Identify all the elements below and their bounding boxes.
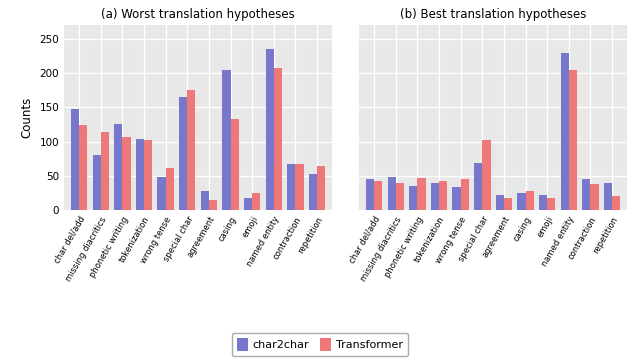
Bar	[79, 125, 87, 210]
Bar	[496, 195, 504, 210]
Bar	[525, 191, 534, 210]
Bar	[417, 178, 426, 210]
Y-axis label: Counts: Counts	[21, 97, 34, 138]
Bar	[409, 186, 417, 210]
Bar	[157, 177, 166, 210]
Bar	[209, 200, 217, 210]
Bar	[188, 90, 195, 210]
Bar	[166, 168, 174, 210]
Bar	[604, 182, 612, 210]
Bar	[504, 198, 512, 210]
Bar	[431, 182, 439, 210]
Bar	[317, 165, 325, 210]
Bar	[71, 109, 79, 210]
Bar	[122, 138, 131, 210]
Bar	[582, 179, 591, 210]
Bar	[266, 49, 274, 210]
Bar	[561, 53, 569, 210]
Bar	[201, 191, 209, 210]
Bar	[179, 97, 188, 210]
Bar	[517, 193, 525, 210]
Bar	[483, 139, 490, 210]
Bar	[539, 195, 547, 210]
Bar	[287, 164, 296, 210]
Bar	[388, 177, 396, 210]
Bar	[244, 198, 252, 210]
Bar	[547, 198, 556, 210]
Bar	[100, 132, 109, 210]
Legend: char2char, Transformer: char2char, Transformer	[232, 333, 408, 357]
Bar	[309, 174, 317, 210]
Bar	[230, 119, 239, 210]
Bar	[374, 181, 382, 210]
Bar	[474, 164, 483, 210]
Title: (a) Worst translation hypotheses: (a) Worst translation hypotheses	[101, 8, 295, 21]
Bar	[461, 179, 469, 210]
Bar	[439, 181, 447, 210]
Bar	[144, 140, 152, 210]
Bar	[252, 193, 260, 210]
Bar	[114, 124, 122, 210]
Title: (b) Best translation hypotheses: (b) Best translation hypotheses	[400, 8, 586, 21]
Bar	[274, 68, 282, 210]
Bar	[591, 184, 598, 210]
Bar	[296, 164, 303, 210]
Bar	[569, 70, 577, 210]
Bar	[612, 196, 620, 210]
Bar	[136, 139, 144, 210]
Bar	[452, 188, 461, 210]
Bar	[366, 179, 374, 210]
Bar	[93, 155, 100, 210]
Bar	[222, 70, 230, 210]
Bar	[396, 182, 404, 210]
